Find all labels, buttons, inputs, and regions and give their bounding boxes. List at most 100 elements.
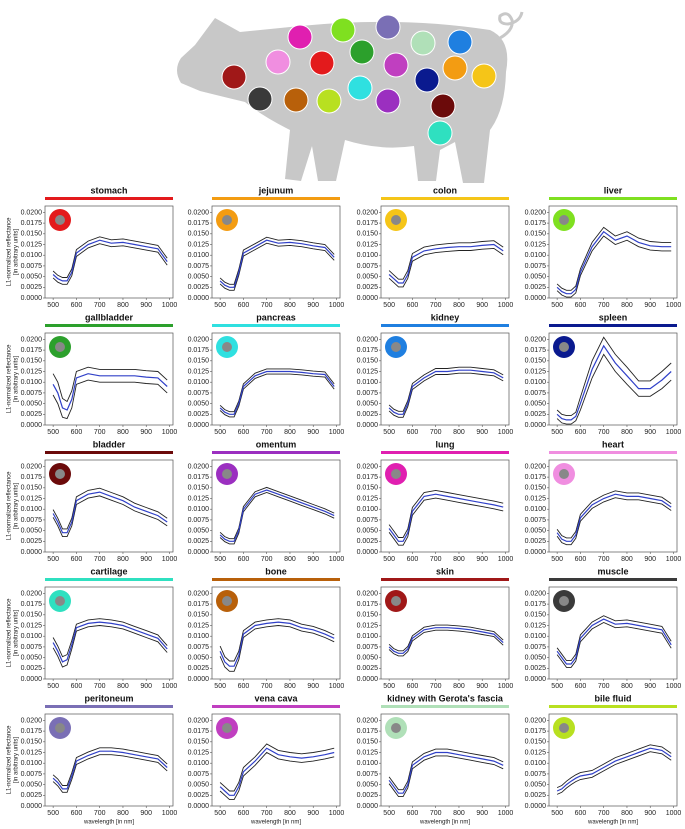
organ-glyph — [559, 596, 569, 606]
lower-std-line — [556, 235, 672, 298]
organ-glyph — [391, 342, 401, 352]
y-tick-label: 0.0175 — [188, 474, 210, 481]
icon — [309, 50, 335, 76]
y-tick-label: 0.0125 — [188, 368, 210, 375]
lower-std-line — [52, 243, 168, 285]
x-tick-label: 1000 — [329, 556, 345, 563]
y-tick-label: 0.0200 — [21, 336, 43, 343]
y-axis-label: L1-normalized reflectance — [7, 344, 13, 414]
panel-title: bone — [265, 566, 287, 576]
x-tick-label: 700 — [598, 302, 610, 309]
mean-line — [388, 627, 504, 654]
y-tick-label: 0.0100 — [188, 633, 210, 640]
y-tick-label: 0.0125 — [357, 749, 379, 756]
x-tick-label: 1000 — [162, 302, 178, 309]
panel: cartilage 0.0000 0.0025 0.0050 0.0075 0.0100 0… — [7, 566, 178, 689]
y-tick-label: 0.0150 — [525, 485, 547, 492]
x-tick-label: 1000 — [329, 302, 345, 309]
panel: jejunum 0.0000 0.0025 0.0050 0.0075 0.0100 0.0… — [188, 185, 345, 308]
y-tick-label: 0.0025 — [188, 538, 210, 545]
panel-title: skin — [436, 566, 454, 576]
upper-std-line — [388, 624, 504, 652]
upper-std-line — [388, 489, 504, 538]
y-tick-label: 0.0050 — [525, 781, 547, 788]
x-tick-label: 500 — [383, 683, 395, 690]
x-tick-label: 600 — [71, 429, 83, 436]
upper-std-line — [52, 236, 168, 278]
y-tick-label: 0.0050 — [357, 273, 379, 280]
lower-std-line — [388, 372, 504, 418]
y-tick-label: 0.0125 — [188, 495, 210, 502]
y-tick-label: 0.0200 — [357, 463, 379, 470]
x-tick-label: 800 — [621, 683, 633, 690]
x-tick-label: 1000 — [498, 429, 514, 436]
upper-std-line — [556, 615, 672, 662]
y-tick-label: 0.0025 — [188, 411, 210, 418]
y-tick-label: 0.0050 — [21, 400, 43, 407]
x-tick-label: 500 — [214, 810, 226, 817]
pig-illustration — [177, 11, 524, 183]
y-tick-label: 0.0175 — [357, 601, 379, 608]
title-bar — [381, 324, 509, 327]
panel: skin 0.0000 0.0025 0.0050 0.0075 0.0100 0.0125… — [357, 566, 514, 689]
y-tick-label: 0.0100 — [21, 506, 43, 513]
y-tick-label: 0.0000 — [188, 422, 210, 429]
y-tick-label: 0.0200 — [525, 209, 547, 216]
y-tick-label: 0.0000 — [188, 295, 210, 302]
upper-std-line — [219, 743, 335, 792]
lower-std-line — [388, 629, 504, 657]
mean-line — [556, 230, 672, 295]
y-tick-label: 0.0050 — [357, 527, 379, 534]
x-tick-label: 900 — [644, 429, 656, 436]
lower-std-line — [556, 497, 672, 546]
x-tick-label: 700 — [261, 302, 273, 309]
y-tick-label: 0.0125 — [21, 622, 43, 629]
y-tick-label: 0.0100 — [188, 252, 210, 259]
x-tick-label: 900 — [140, 810, 152, 817]
x-tick-label: 1000 — [162, 810, 178, 817]
x-tick-label: 500 — [383, 302, 395, 309]
x-tick-label: 1000 — [162, 556, 178, 563]
panel-title: pancreas — [256, 312, 296, 322]
panel-title: peritoneum — [84, 693, 133, 703]
y-tick-label: 0.0150 — [357, 485, 379, 492]
y-tick-label: 0.0175 — [357, 474, 379, 481]
y-tick-label: 0.0150 — [357, 358, 379, 365]
upper-std-line — [52, 747, 168, 786]
y-tick-label: 0.0100 — [188, 760, 210, 767]
y-tick-label: 0.0200 — [357, 590, 379, 597]
x-tick-label: 700 — [94, 429, 106, 436]
organ-glyph — [222, 596, 232, 606]
title-bar — [549, 197, 677, 200]
x-tick-label: 800 — [453, 302, 465, 309]
x-tick-label: 1000 — [498, 302, 514, 309]
x-tick-label: 500 — [214, 556, 226, 563]
y-tick-label: 0.0000 — [525, 549, 547, 556]
y-tick-label: 0.0125 — [188, 622, 210, 629]
panel-title: stomach — [90, 185, 127, 195]
y-tick-label: 0.0075 — [525, 644, 547, 651]
y-tick-label: 0.0175 — [21, 728, 43, 735]
icon — [265, 49, 291, 75]
x-tick-label: 800 — [621, 429, 633, 436]
x-tick-label: 600 — [407, 556, 419, 563]
y-tick-label: 0.0100 — [525, 633, 547, 640]
x-tick-label: 900 — [307, 429, 319, 436]
y-tick-label: 0.0125 — [525, 495, 547, 502]
x-tick-label: 600 — [238, 429, 250, 436]
y-axis-label: L1-normalized reflectance — [7, 598, 13, 668]
y-tick-label: 0.0200 — [188, 590, 210, 597]
y-axis-label: L1-normalized reflectance — [7, 217, 13, 287]
y-tick-label: 0.0100 — [357, 379, 379, 386]
upper-std-line — [219, 368, 335, 413]
mean-line — [556, 618, 672, 665]
lower-std-line — [388, 247, 504, 288]
y-tick-label: 0.0125 — [21, 368, 43, 375]
x-tick-label: 600 — [238, 556, 250, 563]
x-tick-label: 600 — [407, 302, 419, 309]
x-tick-label: 500 — [551, 429, 563, 436]
y-tick-label: 0.0150 — [21, 231, 43, 238]
organ-glyph — [559, 215, 569, 225]
y-axis-label: L1-normalized reflectance — [7, 725, 13, 795]
mean-line — [219, 489, 335, 542]
